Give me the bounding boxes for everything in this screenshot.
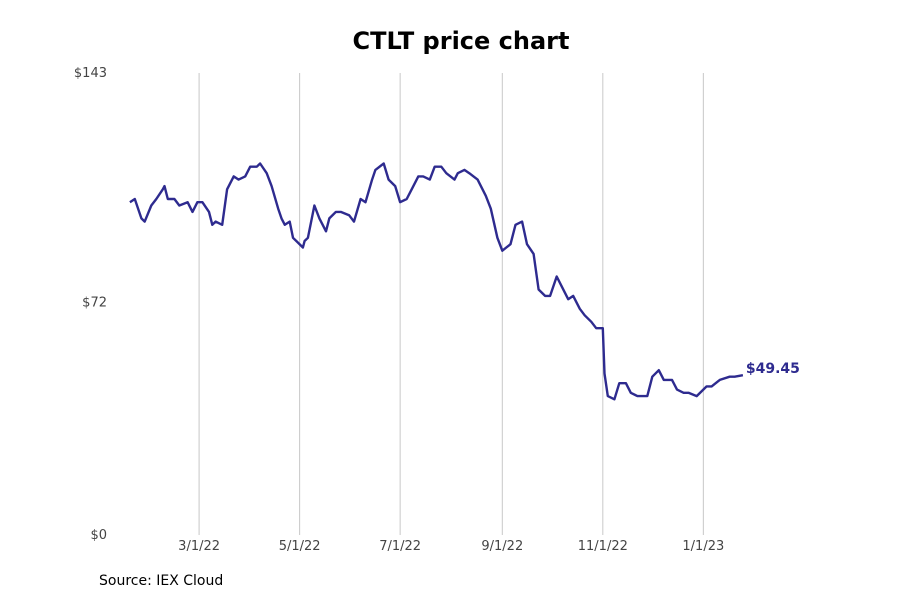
last-price-label: $49.45	[746, 361, 800, 377]
x-tick-label: 3/1/22	[178, 539, 220, 554]
y-tick-label: $72	[82, 295, 107, 310]
y-tick-label: $143	[74, 66, 107, 81]
x-tick-label: 11/1/22	[578, 539, 628, 554]
x-tick-label: 5/1/22	[279, 539, 321, 554]
y-tick-label: $0	[90, 528, 107, 543]
price-line	[129, 162, 744, 401]
x-tick-label: 7/1/22	[379, 539, 421, 554]
chart-title: CTLT price chart	[352, 27, 570, 55]
x-tick-label: 9/1/22	[481, 539, 523, 554]
source-note: Source: IEX Cloud	[99, 573, 224, 589]
x-tick-label: 1/1/23	[682, 539, 724, 554]
